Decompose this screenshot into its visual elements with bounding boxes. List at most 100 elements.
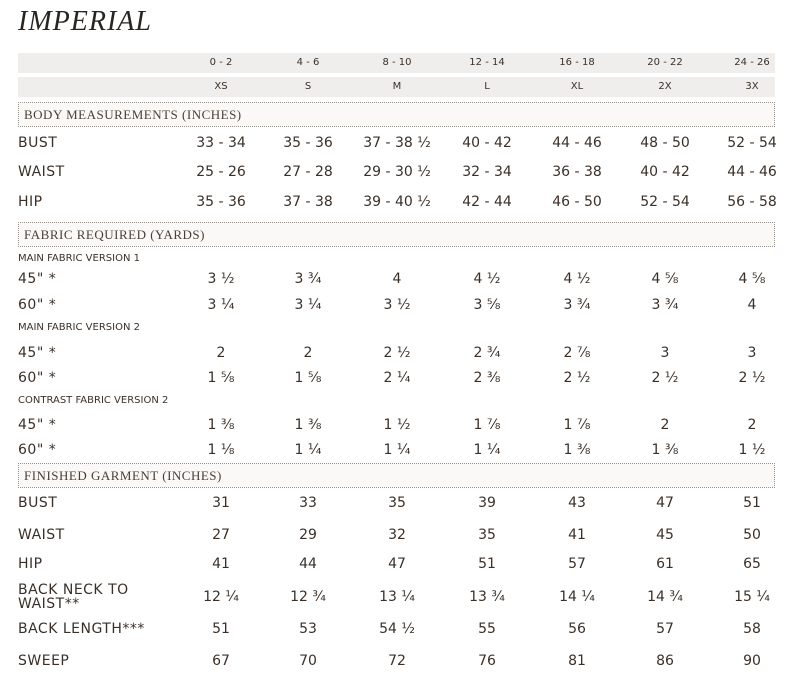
cell: 76 [478,653,496,669]
cell: 15 ¼ [734,589,770,605]
size-range: 24 - 26 [734,57,770,68]
cell: 1 ⅜ [294,417,322,433]
row-label: HIP [18,194,43,210]
row-label: 60" * [18,297,57,313]
cell: 52 - 54 [640,194,690,210]
cell: 37 - 38 [283,194,333,210]
cell: 2 ¾ [473,345,501,361]
subheading: CONTRAST FABRIC VERSION 2 [18,395,169,406]
cell: 3 ¼ [207,297,235,313]
cell: 2 ⅜ [473,370,501,386]
cell: 4 ½ [563,271,591,287]
cell: 40 - 42 [640,164,690,180]
size-range: 12 - 14 [469,57,505,68]
size-range: 0 - 2 [209,57,233,68]
cell: 3 ¾ [563,297,591,313]
size-range: 4 - 6 [296,57,320,68]
cell: 57 [568,556,586,572]
cell: 72 [388,653,406,669]
cell: 51 [743,495,761,511]
cell: 70 [299,653,317,669]
title: IMPERIAL [18,6,152,37]
cell: 29 [299,527,317,543]
header-bar [18,77,775,97]
cell: 14 ¾ [647,589,683,605]
cell: 2 [660,417,670,433]
cell: 41 [568,527,586,543]
cell: 44 - 46 [552,135,602,151]
size-letter: XS [214,81,228,92]
cell: 90 [743,653,761,669]
section-bar [18,102,775,127]
row-label: 60" * [18,370,57,386]
cell: 4 ½ [473,271,501,287]
cell: 44 - 46 [727,164,777,180]
cell: 3 ¼ [294,297,322,313]
section-bar [18,463,775,488]
row-label: BUST [18,495,58,511]
cell: 33 [299,495,317,511]
size-range: 20 - 22 [647,57,683,68]
cell: 54 ½ [379,621,415,637]
cell: 1 ⅜ [651,442,679,458]
size-letter: S [304,81,312,92]
section-title: BODY MEASUREMENTS (INCHES) [24,107,242,122]
cell: 2 ¼ [383,370,411,386]
cell: 3 ¾ [294,271,322,287]
cell: 3 ¾ [651,297,679,313]
section-bar [18,222,775,247]
cell: 2 ⅞ [563,345,591,361]
header-bar [18,53,775,73]
cell: 2 [747,417,757,433]
cell: 35 [388,495,406,511]
cell: 52 - 54 [727,135,777,151]
cell: 86 [656,653,674,669]
cell: 58 [743,621,761,637]
cell: 2 ½ [651,370,679,386]
cell: 4 [392,271,402,287]
cell: 56 [568,621,586,637]
cell: 27 - 28 [283,164,333,180]
cell: 2 ½ [563,370,591,386]
cell: 67 [212,653,230,669]
cell: 56 - 58 [727,194,777,210]
cell: 1 ¼ [383,442,411,458]
cell: 65 [743,556,761,572]
cell: 1 ⅛ [207,442,235,458]
cell: 32 [388,527,406,543]
cell: 3 ½ [207,271,235,287]
size-letter: XL [570,81,584,92]
row-label: 45" * [18,271,57,287]
cell: 35 - 36 [283,135,333,151]
cell: 31 [212,495,230,511]
cell: 51 [478,556,496,572]
cell: 33 - 34 [196,135,246,151]
cell: 35 - 36 [196,194,246,210]
cell: 40 - 42 [462,135,512,151]
row-label: 45" * [18,417,57,433]
row-label: HIP [18,556,43,572]
subheading: MAIN FABRIC VERSION 1 [18,253,140,264]
size-letter: M [392,81,402,92]
cell: 3 ⅝ [473,297,501,313]
cell: 57 [656,621,674,637]
cell: 4 ⅝ [651,271,679,287]
cell: 2 ½ [738,370,766,386]
section-title: FABRIC REQUIRED (YARDS) [24,227,205,242]
cell: 1 ¼ [294,442,322,458]
cell: 32 - 34 [462,164,512,180]
cell: 2 [216,345,226,361]
cell: 3 [747,345,757,361]
cell: 42 - 44 [462,194,512,210]
row-label: WAIST [18,527,65,543]
cell: 1 ⅝ [294,370,322,386]
size-letter: 3X [745,81,759,92]
cell: 25 - 26 [196,164,246,180]
row-label: BACK NECK TO WAIST** [18,582,129,612]
size-letter: L [484,81,490,92]
cell: 37 - 38 ½ [363,135,431,151]
cell: 47 [388,556,406,572]
size-letter: 2X [658,81,672,92]
cell: 12 ¾ [290,589,326,605]
row-label: 45" * [18,345,57,361]
